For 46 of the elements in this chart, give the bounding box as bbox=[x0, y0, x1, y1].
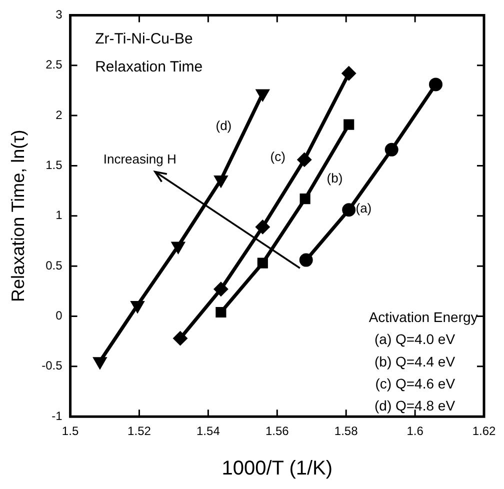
point bbox=[298, 152, 312, 166]
point bbox=[214, 282, 228, 296]
point bbox=[299, 253, 313, 267]
x-axis-title: 1000/T (1/K) bbox=[222, 458, 333, 480]
point bbox=[256, 89, 269, 100]
annotation: Zr-Ti-Ni-Cu-Be bbox=[95, 30, 193, 48]
point bbox=[342, 66, 356, 80]
y-tick-label: 1.5 bbox=[46, 158, 63, 172]
annotation: (b) Q=4.4 eV bbox=[374, 353, 456, 370]
y-tick-label: 0.5 bbox=[46, 258, 63, 272]
annotation: Increasing H bbox=[103, 151, 176, 166]
annotation: (b) bbox=[326, 170, 343, 186]
annotation: (a) bbox=[356, 200, 372, 216]
x-tick-label: 1.58 bbox=[334, 424, 358, 438]
y-tick-label: -0.5 bbox=[42, 358, 63, 373]
y-axis-title: Relaxation Time, ln(τ) bbox=[8, 130, 28, 302]
point bbox=[344, 119, 354, 130]
annotation: (c) Q=4.6 eV bbox=[375, 375, 456, 392]
annotation: Relaxation Time bbox=[95, 58, 203, 76]
point bbox=[300, 194, 310, 204]
y-tick-label: 3 bbox=[56, 8, 63, 22]
y-tick-label: 2.5 bbox=[46, 58, 63, 72]
point bbox=[256, 220, 270, 234]
annotation: (a) Q=4.0 eV bbox=[374, 331, 456, 348]
point bbox=[428, 78, 442, 92]
x-tick-label: 1.6 bbox=[406, 424, 424, 438]
annotation: (d) bbox=[216, 118, 232, 133]
x-tick-label: 1.62 bbox=[472, 424, 496, 438]
annotation: (d) Q=4.8 eV bbox=[374, 397, 456, 414]
y-tick-label: 1 bbox=[56, 208, 63, 222]
y-tick-label: 2 bbox=[56, 108, 63, 122]
annotation: (c) bbox=[270, 148, 286, 164]
x-tick-label: 1.52 bbox=[128, 424, 152, 438]
point bbox=[94, 357, 106, 368]
point bbox=[174, 332, 188, 346]
annotation: Activation Energy bbox=[368, 309, 478, 326]
point bbox=[214, 176, 228, 187]
point bbox=[257, 258, 268, 268]
point bbox=[172, 242, 184, 253]
y-tick-label: -1 bbox=[52, 408, 63, 423]
x-tick-label: 1.54 bbox=[196, 424, 220, 438]
y-tick-label: 0 bbox=[56, 308, 63, 323]
point bbox=[384, 142, 398, 156]
point bbox=[342, 203, 356, 217]
x-tick-label: 1.56 bbox=[265, 424, 290, 438]
point bbox=[216, 306, 226, 318]
